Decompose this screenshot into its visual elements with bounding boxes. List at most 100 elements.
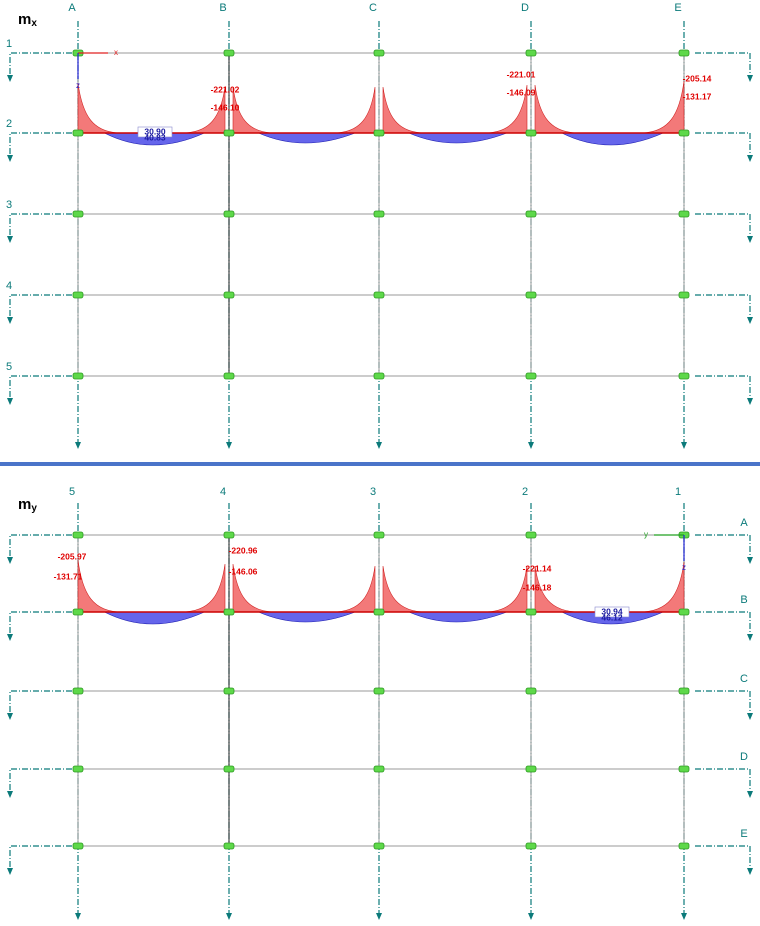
row-axis xyxy=(9,768,72,793)
arrow xyxy=(747,868,753,875)
arrow xyxy=(75,913,81,920)
row-label: D xyxy=(740,751,748,763)
node xyxy=(72,129,84,137)
arrow xyxy=(747,634,753,641)
node xyxy=(373,842,385,850)
arrow xyxy=(7,713,13,720)
arrow xyxy=(376,442,382,449)
node xyxy=(373,210,385,218)
sagging-moment xyxy=(104,132,205,146)
arrow xyxy=(747,791,753,798)
sagging-moment xyxy=(408,132,507,144)
row-axis xyxy=(695,213,751,238)
node xyxy=(525,608,537,616)
sagging-moment xyxy=(561,132,664,146)
arrow xyxy=(7,155,13,162)
row-axis xyxy=(9,690,72,715)
node xyxy=(525,765,537,773)
column-label: 2 xyxy=(522,486,528,498)
arrow xyxy=(681,913,687,920)
axis-label: z xyxy=(682,563,686,572)
node xyxy=(525,687,537,695)
row-axis xyxy=(695,690,751,715)
sagging-moment xyxy=(561,611,664,625)
row-axis xyxy=(9,534,72,559)
value-label: -221.14 xyxy=(523,563,552,573)
row-axis xyxy=(9,132,72,157)
column-label: E xyxy=(674,2,681,14)
value-label: 46.12 xyxy=(601,612,623,622)
value-label: -221.01 xyxy=(507,69,536,79)
arrow xyxy=(7,75,13,82)
node xyxy=(678,49,690,57)
row-label: 3 xyxy=(6,199,12,211)
value-label: -220.96 xyxy=(229,545,258,555)
value-box xyxy=(594,606,630,618)
arrow xyxy=(747,398,753,405)
value-label: 30.94 xyxy=(601,606,623,616)
value-label: -146.10 xyxy=(211,102,240,112)
value-label: -146.09 xyxy=(507,87,536,97)
arrow xyxy=(376,913,382,920)
node xyxy=(223,531,235,539)
node xyxy=(373,49,385,57)
panel-title: mx xyxy=(18,11,37,29)
arrow xyxy=(7,236,13,243)
row-axis xyxy=(9,375,72,400)
column-label: 1 xyxy=(675,486,681,498)
node xyxy=(678,291,690,299)
arrow xyxy=(226,442,232,449)
column-label: C xyxy=(369,2,377,14)
arrow xyxy=(7,557,13,564)
node xyxy=(223,291,235,299)
node xyxy=(373,608,385,616)
title-main: m xyxy=(18,496,31,513)
row-axis xyxy=(695,132,751,157)
arrow xyxy=(747,317,753,324)
node xyxy=(678,372,690,380)
node xyxy=(72,210,84,218)
node xyxy=(373,129,385,137)
row-label: E xyxy=(740,828,747,840)
panel: my5 4 3 2 1ABCDE-205.97-131.71-220.96-146.06… xyxy=(7,486,753,920)
node xyxy=(678,765,690,773)
row-label: 2 xyxy=(6,118,12,130)
value-label: 30.90 xyxy=(144,126,166,136)
row-label: C xyxy=(740,673,748,685)
value-label: -131.71 xyxy=(54,571,83,581)
arrow xyxy=(7,634,13,641)
separator xyxy=(0,462,760,466)
node xyxy=(678,129,690,137)
row-label: A xyxy=(740,517,748,529)
node xyxy=(373,291,385,299)
sagging-moment xyxy=(258,132,356,144)
node xyxy=(525,842,537,850)
node xyxy=(72,608,84,616)
value-label: -131.17 xyxy=(683,91,712,101)
column-label: 3 xyxy=(370,486,376,498)
arrow xyxy=(747,713,753,720)
column-label: A xyxy=(68,2,76,14)
node xyxy=(373,765,385,773)
node xyxy=(223,608,235,616)
row-axis xyxy=(695,294,751,319)
node xyxy=(525,210,537,218)
title-subscript: y xyxy=(31,503,37,514)
arrow xyxy=(7,791,13,798)
node xyxy=(525,291,537,299)
row-axis xyxy=(9,52,72,77)
value-label: -221.02 xyxy=(211,84,240,94)
row-label: 4 xyxy=(6,280,12,292)
arrow xyxy=(7,317,13,324)
node xyxy=(678,608,690,616)
node xyxy=(525,129,537,137)
row-axis xyxy=(695,375,751,400)
row-axis xyxy=(695,768,751,793)
arrow xyxy=(747,236,753,243)
column-label: 4 xyxy=(220,486,226,498)
arrow xyxy=(747,75,753,82)
value-label: -205.14 xyxy=(683,73,712,83)
sagging-moment xyxy=(258,611,356,623)
node xyxy=(525,531,537,539)
node xyxy=(72,531,84,539)
